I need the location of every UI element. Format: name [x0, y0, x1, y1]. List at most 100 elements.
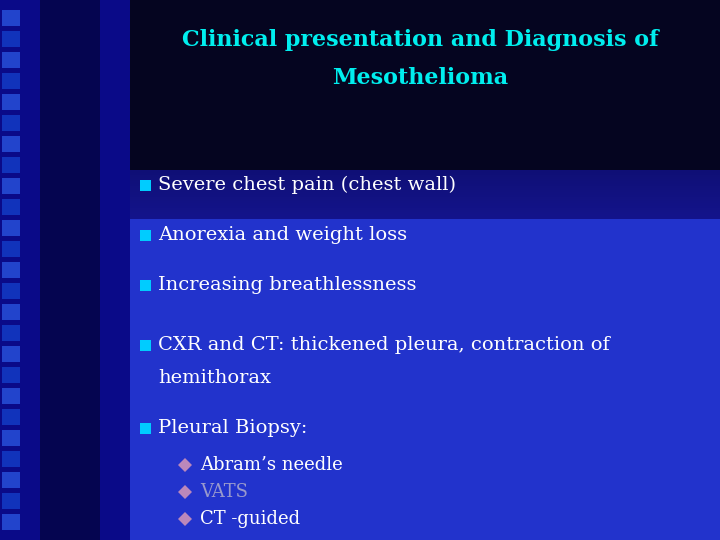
Bar	[130, 0, 720, 170]
Bar	[130, 82, 720, 83]
Bar	[130, 153, 720, 154]
Bar	[130, 164, 720, 165]
Bar	[130, 93, 720, 94]
Bar	[130, 28, 720, 29]
Bar	[130, 105, 720, 107]
Bar	[2, 115, 20, 131]
Bar	[2, 199, 20, 215]
Bar	[130, 26, 720, 28]
Bar	[130, 63, 720, 64]
Bar	[130, 5, 720, 6]
Bar	[130, 58, 720, 59]
Bar	[40, 0, 100, 540]
Bar	[130, 4, 720, 5]
Bar	[130, 39, 720, 40]
Bar	[130, 213, 720, 214]
Bar	[140, 280, 151, 291]
Bar	[130, 109, 720, 110]
Bar	[130, 211, 720, 212]
Bar	[130, 9, 720, 10]
Bar	[130, 157, 720, 158]
Bar	[130, 208, 720, 209]
Bar	[130, 84, 720, 85]
Bar	[2, 157, 20, 173]
Bar	[130, 83, 720, 84]
Bar	[130, 134, 720, 136]
Bar	[130, 17, 720, 19]
Text: CXR and CT: thickened pleura, contraction of: CXR and CT: thickened pleura, contractio…	[158, 336, 610, 354]
Bar	[130, 112, 720, 113]
Bar	[130, 3, 720, 4]
Bar	[130, 188, 720, 189]
Bar	[130, 206, 720, 207]
Text: Anorexia and weight loss: Anorexia and weight loss	[158, 226, 407, 244]
Bar	[130, 22, 720, 23]
Bar	[130, 86, 720, 87]
Bar	[130, 212, 720, 213]
Bar	[130, 214, 720, 215]
Bar	[130, 204, 720, 205]
Text: Clinical presentation and Diagnosis of: Clinical presentation and Diagnosis of	[181, 29, 658, 51]
Bar	[130, 142, 720, 143]
Bar	[130, 201, 720, 202]
Bar	[130, 125, 720, 126]
Bar	[130, 116, 720, 117]
Bar	[130, 75, 720, 76]
Bar	[130, 21, 720, 22]
Bar	[2, 10, 20, 26]
Bar	[130, 151, 720, 152]
Bar	[130, 155, 720, 156]
Bar	[130, 51, 720, 52]
Bar	[130, 174, 720, 175]
Bar	[2, 136, 20, 152]
Bar	[130, 43, 720, 44]
Bar	[130, 90, 720, 91]
Polygon shape	[178, 512, 192, 526]
Bar	[130, 36, 720, 37]
Bar	[130, 218, 720, 219]
Bar	[130, 121, 720, 122]
Bar	[130, 217, 720, 218]
Bar	[130, 205, 720, 206]
Bar	[2, 220, 20, 236]
Bar	[130, 194, 720, 196]
Bar	[130, 78, 720, 79]
Bar	[130, 170, 720, 171]
Bar	[130, 38, 720, 39]
Text: hemithorax: hemithorax	[158, 369, 271, 387]
Bar	[130, 19, 720, 21]
Bar	[130, 30, 720, 31]
Bar	[130, 184, 720, 185]
Bar	[130, 190, 720, 191]
Bar	[130, 97, 720, 98]
Bar	[130, 145, 720, 146]
Bar	[130, 176, 720, 177]
Bar	[130, 147, 720, 149]
Bar	[130, 46, 720, 48]
Bar	[130, 166, 720, 167]
Bar	[130, 107, 720, 109]
Text: Increasing breathlessness: Increasing breathlessness	[158, 276, 416, 294]
Bar	[130, 137, 720, 139]
Bar	[130, 152, 720, 153]
Bar	[130, 114, 720, 116]
Bar	[130, 87, 720, 88]
Bar	[130, 160, 720, 161]
Bar	[2, 73, 20, 89]
Bar	[2, 346, 20, 362]
Bar	[130, 53, 720, 54]
Bar	[2, 388, 20, 404]
Bar	[130, 138, 720, 140]
Bar	[130, 69, 720, 70]
Bar	[2, 178, 20, 194]
Bar	[130, 15, 720, 17]
Bar	[130, 68, 720, 69]
Bar	[130, 131, 720, 132]
Bar	[130, 187, 720, 188]
Bar	[140, 422, 151, 434]
Bar	[130, 91, 720, 92]
Bar	[2, 52, 20, 68]
Bar	[130, 191, 720, 192]
Bar	[130, 158, 720, 159]
Polygon shape	[178, 485, 192, 499]
